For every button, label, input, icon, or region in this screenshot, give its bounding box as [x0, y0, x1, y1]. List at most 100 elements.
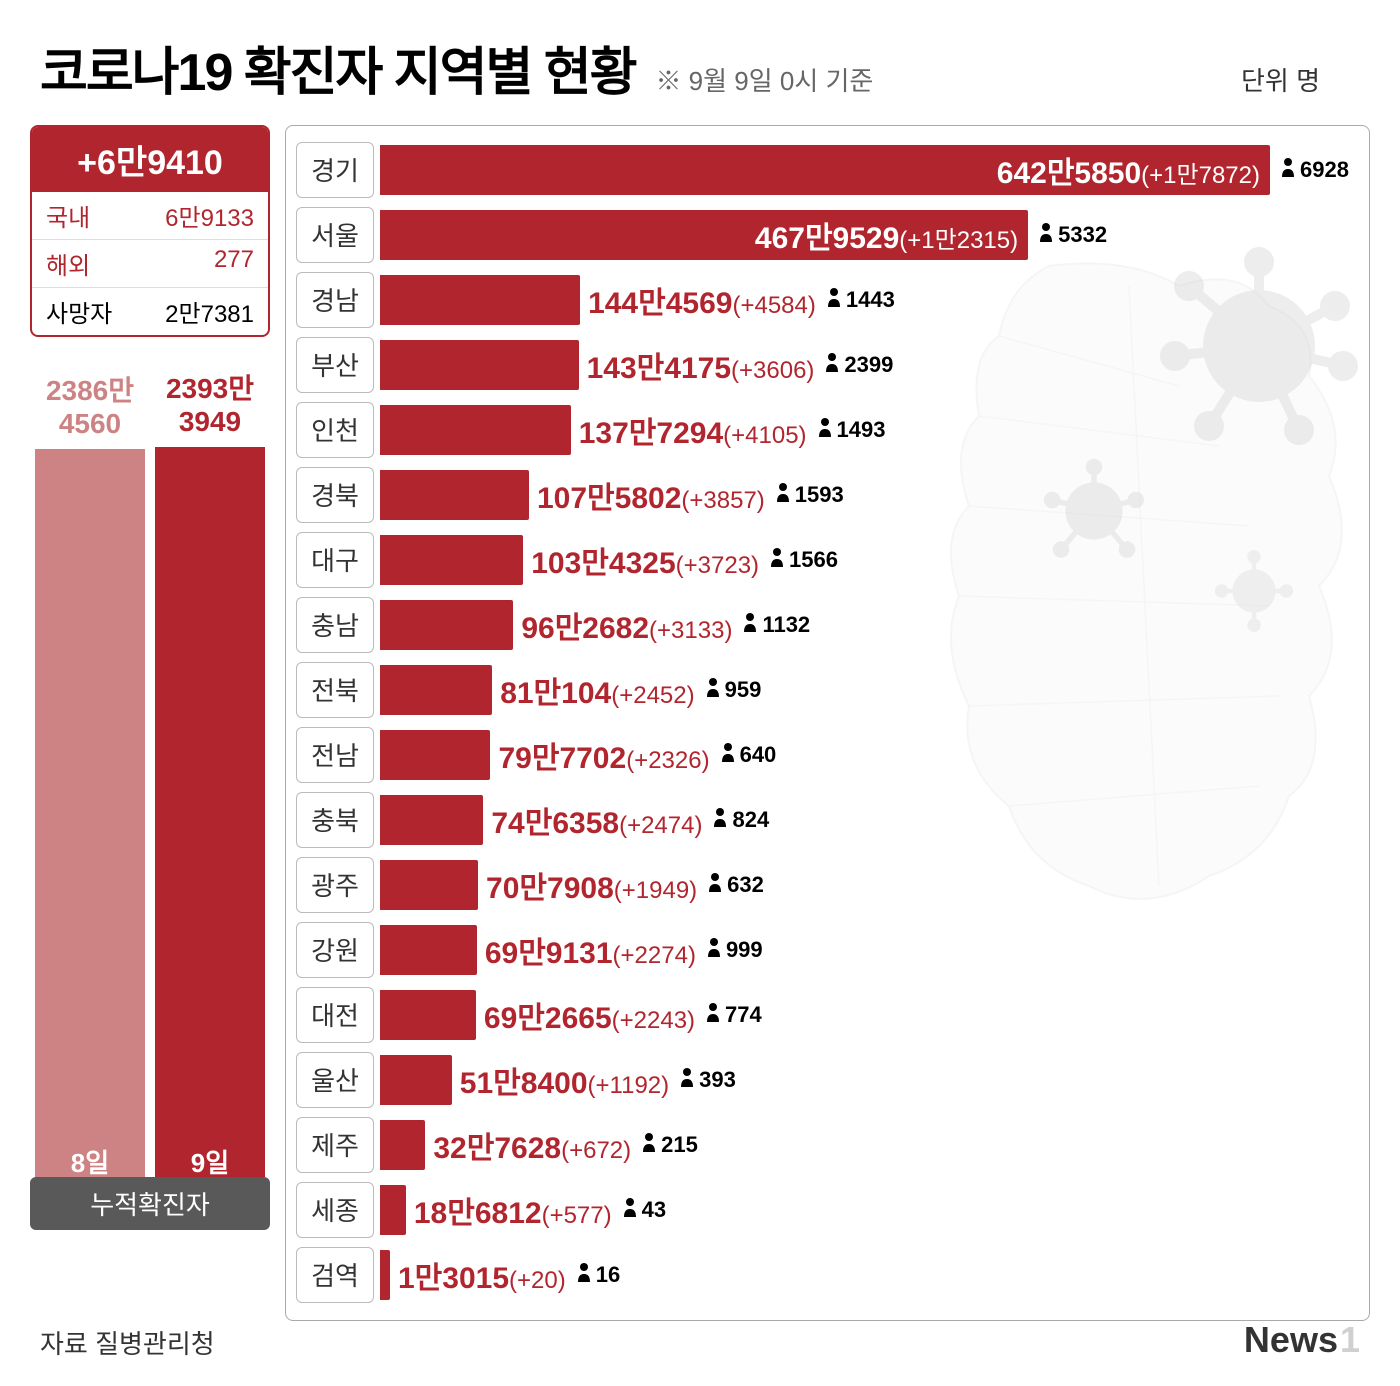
cum-bar-curr: 2393만 3949 9일	[155, 372, 265, 1177]
region-row: 울산51만8400(+1192)393	[296, 1048, 1359, 1111]
region-bar: 467만9529(+1만2315)	[380, 210, 1028, 260]
region-row: 부산143만4175(+3606)2399	[296, 333, 1359, 396]
summary-domestic-label: 국내	[46, 198, 90, 233]
region-total: 144만4569(+4584)	[588, 278, 816, 322]
region-label: 전남	[296, 727, 374, 783]
region-bar	[380, 470, 529, 520]
region-deaths: 215	[641, 1132, 698, 1158]
unit-label: 단위 명	[1241, 61, 1320, 98]
region-label: 세종	[296, 1182, 374, 1238]
logo-text: News	[1244, 1319, 1338, 1361]
region-bar	[380, 600, 513, 650]
summary-deaths: 사망자 2만7381	[32, 288, 268, 335]
region-total: 642만5850(+1만7872)	[997, 148, 1260, 192]
cumulative-chart: 2386만 4560 8일 2393만 3949 9일 누적확진자	[30, 357, 270, 1277]
deaths-value: 5332	[1058, 222, 1107, 248]
cum-prev-day: 8일	[35, 1133, 145, 1194]
cumulative-bars: 2386만 4560 8일 2393만 3949 9일	[30, 357, 270, 1177]
region-bar	[380, 795, 483, 845]
deaths-value: 1443	[846, 287, 895, 313]
region-total: 32만7628(+672)	[433, 1123, 631, 1167]
deaths-value: 393	[699, 1067, 736, 1093]
region-deaths: 632	[707, 872, 764, 898]
person-icon	[576, 1262, 592, 1288]
region-bar	[380, 1120, 425, 1170]
region-bar	[380, 1250, 390, 1300]
region-label: 경북	[296, 467, 374, 523]
regions-list: 경기642만5850(+1만7872)6928서울467만9529(+1만231…	[296, 138, 1359, 1306]
region-total: 1만3015(+20)	[398, 1253, 566, 1297]
region-row: 광주70만7908(+1949)632	[296, 853, 1359, 916]
news1-logo: News1	[1244, 1319, 1360, 1361]
person-icon	[826, 287, 842, 313]
header: 코로나19 확진자 지역별 현황 ※ 9월 9일 0시 기준 단위 명	[0, 0, 1400, 115]
region-deaths: 6928	[1280, 157, 1349, 183]
region-deaths: 959	[705, 677, 762, 703]
region-total: 107만5802(+3857)	[537, 473, 765, 517]
region-bar-area: 69만9131(+2274)999	[380, 922, 1359, 978]
region-bar-area: 51만8400(+1192)393	[380, 1052, 1359, 1108]
region-bar-area: 32만7628(+672) 215	[380, 1117, 1359, 1173]
region-row: 검역1만3015(+20)16	[296, 1243, 1359, 1306]
region-bar-area: 467만9529(+1만2315) 5332	[380, 207, 1359, 263]
page-title: 코로나19 확진자 지역별 현황	[40, 30, 635, 105]
deaths-value: 959	[725, 677, 762, 703]
deaths-value: 1132	[762, 612, 810, 638]
deaths-value: 640	[740, 742, 777, 768]
region-row: 대전69만2665(+2243)774	[296, 983, 1359, 1046]
cum-bar-prev: 2386만 4560 8일	[35, 374, 145, 1177]
region-label: 검역	[296, 1247, 374, 1303]
person-icon	[1038, 222, 1054, 248]
person-icon	[742, 612, 758, 638]
region-bar: 642만5850(+1만7872)	[380, 145, 1270, 195]
region-total: 70만7908(+1949)	[486, 863, 697, 907]
region-label: 서울	[296, 207, 374, 263]
region-deaths: 1443	[826, 287, 895, 313]
region-label: 부산	[296, 337, 374, 393]
region-row: 세종18만6812(+577)43	[296, 1178, 1359, 1241]
cum-bar-prev-rect: 8일	[35, 449, 145, 1177]
region-bar	[380, 730, 490, 780]
region-bar	[380, 340, 579, 390]
deaths-value: 1493	[837, 417, 886, 443]
region-bar-area: 81만104(+2452)959	[380, 662, 1359, 718]
main-area: +6만9410 국내 6만9133 해외 277 사망자 2만7381 2386…	[0, 115, 1400, 1321]
region-total: 79만7702(+2326)	[498, 733, 709, 777]
region-deaths: 1493	[817, 417, 886, 443]
person-icon	[712, 807, 728, 833]
region-total: 103만4325(+3723)	[531, 538, 759, 582]
region-row: 충북74만6358(+2474)824	[296, 788, 1359, 851]
region-row: 경남144만4569(+4584)1443	[296, 268, 1359, 331]
region-total: 69만2665(+2243)	[484, 993, 695, 1037]
region-bar	[380, 1185, 406, 1235]
region-row: 경기642만5850(+1만7872)6928	[296, 138, 1359, 201]
region-row: 강원69만9131(+2274)999	[296, 918, 1359, 981]
region-row: 경북 107만5802(+3857) 1593	[296, 463, 1359, 526]
region-label: 제주	[296, 1117, 374, 1173]
region-row: 서울467만9529(+1만2315) 5332	[296, 203, 1359, 266]
region-bar	[380, 860, 478, 910]
region-total: 69만9131(+2274)	[485, 928, 696, 972]
deaths-value: 1566	[789, 547, 838, 573]
region-label: 충남	[296, 597, 374, 653]
region-row: 인천137만7294(+4105)1493	[296, 398, 1359, 461]
summary-deaths-value: 2만7381	[165, 294, 254, 329]
region-bar	[380, 925, 477, 975]
region-bar-area: 103만4325(+3723) 1566	[380, 532, 1359, 588]
region-bar-area: 642만5850(+1만7872) 6928	[380, 142, 1359, 198]
person-icon	[824, 352, 840, 378]
region-bar-area: 69만2665(+2243) 774	[380, 987, 1359, 1043]
region-bar-area: 137만7294(+4105) 1493	[380, 402, 1359, 458]
region-bar-area: 79만7702(+2326) 640	[380, 727, 1359, 783]
region-deaths: 774	[705, 1002, 762, 1028]
region-deaths: 1593	[775, 482, 844, 508]
person-icon	[679, 1067, 695, 1093]
summary-domestic-value: 6만9133	[165, 198, 254, 233]
region-deaths: 1566	[769, 547, 838, 573]
region-bar-area: 96만2682(+3133)1132	[380, 597, 1359, 653]
region-bar	[380, 990, 476, 1040]
region-deaths: 43	[622, 1197, 666, 1223]
region-deaths: 393	[679, 1067, 736, 1093]
region-total: 137만7294(+4105)	[579, 408, 807, 452]
person-icon	[720, 742, 736, 768]
